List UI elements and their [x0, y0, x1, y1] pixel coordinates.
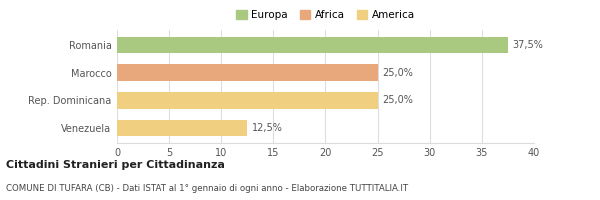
- Text: 25,0%: 25,0%: [382, 68, 413, 78]
- Text: 25,0%: 25,0%: [382, 95, 413, 105]
- Text: COMUNE DI TUFARA (CB) - Dati ISTAT al 1° gennaio di ogni anno - Elaborazione TUT: COMUNE DI TUFARA (CB) - Dati ISTAT al 1°…: [6, 184, 408, 193]
- Bar: [117, 120, 247, 136]
- Legend: Europa, Africa, America: Europa, Africa, America: [236, 10, 415, 20]
- Text: 12,5%: 12,5%: [251, 123, 283, 133]
- Text: 37,5%: 37,5%: [512, 40, 543, 50]
- Text: Cittadini Stranieri per Cittadinanza: Cittadini Stranieri per Cittadinanza: [6, 160, 225, 170]
- Bar: [117, 37, 508, 53]
- Bar: [117, 64, 377, 81]
- Bar: [117, 92, 377, 109]
